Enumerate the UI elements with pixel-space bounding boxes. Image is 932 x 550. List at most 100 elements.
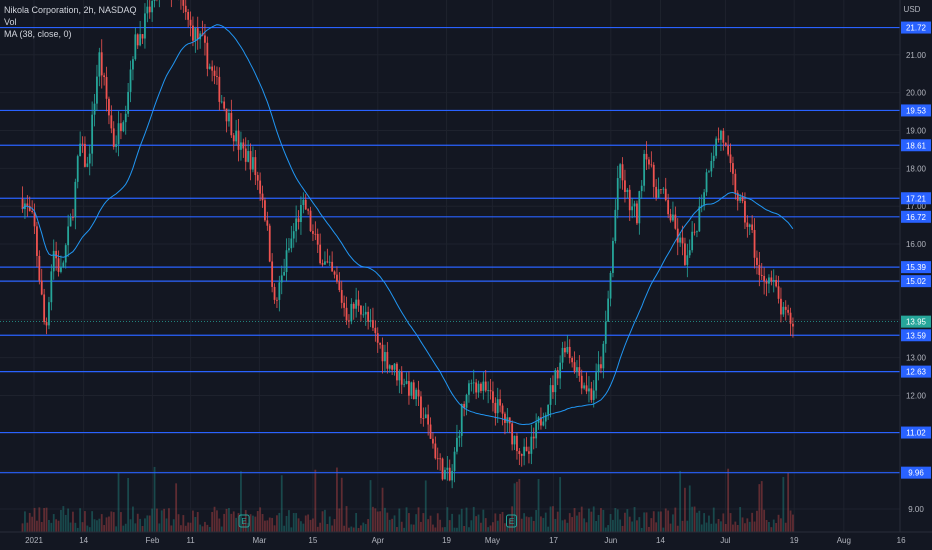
volume-bar	[307, 514, 310, 532]
time-axis[interactable]	[0, 532, 932, 550]
volume-bar	[686, 520, 689, 532]
current-price-label: 13.95	[906, 318, 927, 327]
volume-bar	[324, 509, 326, 532]
candle-body	[196, 28, 199, 40]
volume-bar	[280, 475, 283, 532]
volume-bar	[302, 523, 305, 532]
candle-body	[69, 217, 72, 227]
support-resistance-lines	[0, 26, 900, 474]
volume-bar	[100, 514, 103, 532]
volume-bar	[182, 515, 185, 532]
candle-body	[216, 75, 218, 77]
candle-body	[120, 123, 122, 132]
candle-body	[199, 33, 202, 40]
volume-bar	[256, 511, 259, 532]
candle-body	[388, 365, 391, 369]
candle-body	[415, 389, 418, 400]
volume-bar	[180, 525, 182, 532]
volume-bar	[734, 521, 737, 532]
candle-body	[223, 101, 226, 109]
candle-body	[276, 299, 278, 301]
volume-bar	[146, 515, 149, 532]
volume-bar	[24, 511, 26, 532]
volume-bar	[715, 523, 718, 532]
candle-body	[153, 0, 156, 1]
level-price-label: 9.96	[908, 469, 924, 478]
candle-body	[616, 178, 619, 210]
volume-bar	[352, 527, 355, 532]
candle-body	[376, 333, 379, 343]
volume-indicator-label[interactable]: Vol	[4, 17, 17, 27]
candle-body	[484, 381, 487, 391]
volume-bar	[172, 519, 175, 532]
candle-body	[72, 217, 74, 218]
candle-body	[710, 160, 713, 172]
volume-bar	[638, 517, 641, 532]
candle-body	[768, 277, 770, 284]
earnings-marker-icon[interactable]: E	[238, 514, 250, 528]
volume-bar	[244, 510, 247, 532]
candle-body	[127, 91, 130, 114]
volume-bar	[69, 522, 72, 532]
volume-bar	[124, 523, 127, 532]
candle-body	[357, 299, 360, 306]
candle-body	[684, 243, 686, 265]
candle-body	[112, 128, 115, 147]
candle-body	[652, 164, 655, 187]
volume-bar	[458, 514, 461, 532]
price-axis[interactable]	[900, 0, 932, 550]
volume-bar	[199, 524, 202, 532]
volume-bar	[453, 527, 456, 532]
candle-body	[780, 298, 782, 315]
volume-bar	[566, 522, 569, 532]
volume-bar	[43, 508, 46, 532]
volume-bar	[67, 508, 70, 532]
volume-bar	[633, 507, 636, 532]
candle-body	[187, 12, 190, 20]
volume-bar	[448, 520, 451, 532]
volume-bar	[192, 510, 194, 532]
volume-bar	[696, 512, 698, 532]
volume-bar	[477, 514, 480, 532]
candle-body	[105, 77, 108, 99]
volume-bar	[624, 512, 626, 532]
volume-bar	[432, 524, 434, 532]
earnings-marker-icon[interactable]: E	[506, 514, 517, 528]
volume-bar	[422, 513, 425, 532]
candle-body	[316, 233, 319, 245]
volume-bar	[698, 510, 701, 532]
candle-body	[122, 122, 125, 132]
volume-bar	[220, 526, 223, 532]
candle-body	[64, 245, 67, 263]
volume-bar	[616, 509, 619, 532]
candle-body	[141, 34, 144, 39]
volume-bar	[372, 506, 374, 532]
candle-body	[549, 385, 552, 405]
candle-body	[408, 381, 410, 396]
candle-body	[552, 385, 554, 393]
volume-bar	[650, 518, 653, 532]
volume-bar	[674, 507, 677, 532]
volume-bar	[532, 520, 535, 532]
ma-indicator-label[interactable]: MA (38, close, 0)	[4, 29, 72, 39]
candle-body	[417, 389, 420, 397]
volume-bar	[724, 523, 727, 532]
candle-body	[751, 224, 754, 230]
candle-body	[48, 302, 50, 326]
candle-body	[333, 271, 336, 275]
candle-body	[362, 314, 365, 316]
volume-bar	[708, 515, 710, 532]
candle-body	[446, 467, 449, 470]
volume-bar	[636, 520, 638, 532]
volume-bar	[283, 525, 286, 532]
candle-body	[554, 370, 557, 393]
volume-bar	[206, 524, 209, 532]
candle-body	[578, 367, 581, 376]
volume-bar	[600, 508, 602, 532]
volume-bar	[537, 479, 540, 532]
volume-bar	[285, 515, 288, 532]
candle-body	[472, 382, 475, 384]
candle-body	[50, 271, 53, 303]
volume-bar	[480, 522, 482, 532]
